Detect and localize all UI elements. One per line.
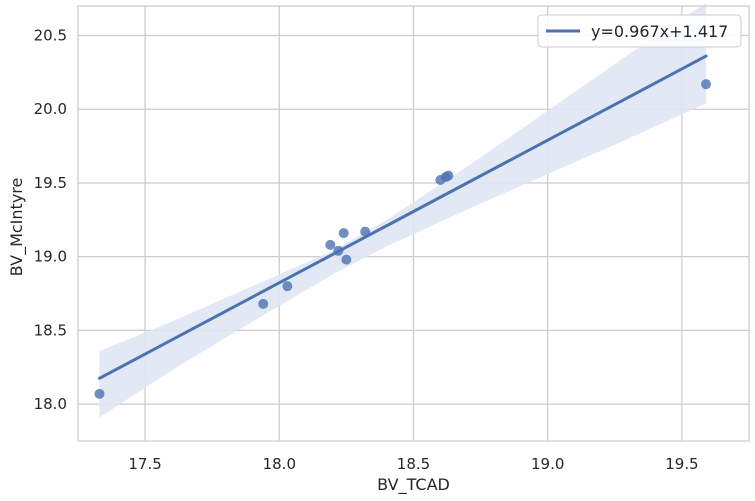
x-tick-labels: 17.5 18.0 18.5 19.0 19.5 [128,455,698,473]
data-point [341,254,352,265]
x-tick-label: 18.0 [263,455,296,473]
legend-box [537,14,742,48]
y-tick-label: 20.0 [34,100,67,118]
y-tick-label: 19.5 [34,174,67,192]
data-point [282,281,293,292]
data-point [94,388,105,399]
data-point [701,79,712,90]
x-axis-label: BV_TCAD [377,475,450,495]
data-point [360,226,371,237]
y-tick-label: 20.5 [34,26,67,44]
x-tick-label: 18.5 [397,455,430,473]
data-point [258,298,269,309]
fit-line-layer [97,54,708,380]
confidence-band [99,3,707,418]
data-point [333,245,344,256]
data-point [338,228,349,239]
legend-label: y=0.967x+1.417 [591,22,728,41]
y-tick-label: 19.0 [34,248,67,266]
y-tick-label: 18.0 [34,395,67,413]
data-point [325,239,336,250]
y-tick-label: 18.5 [34,321,67,339]
points-layer [94,79,712,399]
x-tick-label: 19.0 [531,455,564,473]
confidence-band-layer [99,3,707,418]
y-axis-label: BV_McIntyre [7,178,27,277]
legend: y=0.967x+1.417 [537,14,742,48]
x-tick-label: 19.5 [665,455,698,473]
y-tick-labels: 18.0 18.5 19.0 19.5 20.0 20.5 [34,26,67,413]
fit-line [97,54,708,380]
x-tick-label: 17.5 [128,455,161,473]
data-point [443,170,454,181]
plot-frame [77,5,750,442]
